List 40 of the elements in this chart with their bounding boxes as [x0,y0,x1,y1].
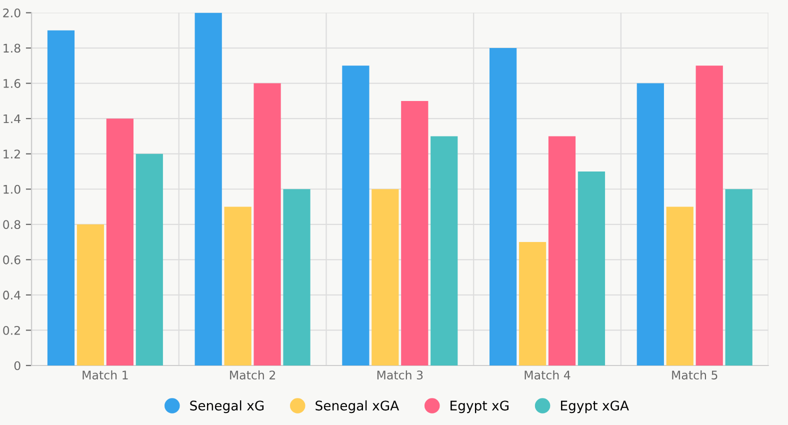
legend-label: Egypt xG [450,400,508,414]
y-tick-label: 1.2 [4,150,20,158]
bar [194,12,222,366]
x-tick-label: Match 2 [230,370,276,380]
y-tick-label: 1.0 [4,184,20,194]
y-tick-label: 0.8 [3,220,20,230]
y-tick-label: 0.2 [3,326,20,335]
bar [47,30,75,366]
bar [548,136,576,366]
bar [518,242,546,366]
bar [342,66,370,366]
y-tick-label: 2.0 [3,8,20,18]
x-tick-label: Match 3 [377,370,423,380]
legend-label: Egypt xGA [561,400,629,414]
x-tick-label: Match 4 [524,370,570,380]
bar [224,206,252,366]
bar [578,171,606,366]
y-tick-label: 1.8 [4,44,20,53]
bar [254,83,281,366]
y-tick-label: 0.4 [3,290,20,300]
bar [490,48,517,366]
bar [430,136,458,366]
bar [106,118,134,366]
bar [76,224,104,366]
bar [666,206,694,366]
y-tick-label: 1.6 [4,79,20,88]
x-tick-label: Match 5 [672,370,718,380]
x-tick-label: Match 1 [82,370,128,380]
bar [372,189,399,366]
legend-label: Senegal xG [190,400,264,414]
y-tick-label: 0 [14,361,20,370]
bar [696,66,723,366]
bar [725,189,752,366]
bar [283,189,310,366]
bar [401,100,428,366]
bar [136,154,163,366]
legend-label: Senegal xGA [316,400,400,414]
y-tick-label: 1.4 [4,114,20,124]
y-tick-label: 0.6 [3,255,20,264]
bar [636,83,664,366]
